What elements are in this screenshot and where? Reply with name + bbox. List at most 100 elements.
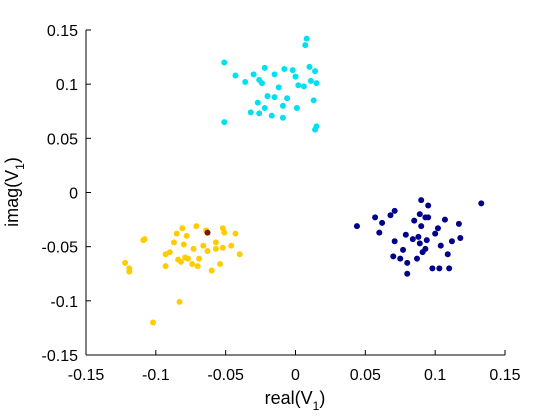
data-point <box>247 109 254 116</box>
data-point <box>219 244 226 251</box>
data-point <box>423 237 430 244</box>
y-tick-label: 0.1 <box>56 77 78 94</box>
data-point <box>295 82 302 89</box>
data-point <box>302 42 309 49</box>
data-point <box>303 35 310 42</box>
data-point <box>441 216 448 223</box>
data-point <box>196 255 203 262</box>
data-point <box>204 229 211 236</box>
series-3 <box>122 223 243 326</box>
data-point <box>162 263 169 270</box>
data-point <box>289 67 296 74</box>
data-point <box>140 237 147 244</box>
data-point <box>194 263 201 270</box>
data-point <box>437 242 444 249</box>
y-tick-label: 0.05 <box>47 131 78 148</box>
data-point <box>183 232 190 239</box>
data-point <box>425 202 432 209</box>
data-point <box>190 245 197 252</box>
data-point <box>429 265 436 272</box>
data-point <box>353 223 360 230</box>
data-point <box>258 80 265 87</box>
x-tick-label: -0.05 <box>207 367 244 384</box>
y-tick-label: -0.05 <box>42 240 79 257</box>
data-point <box>221 119 228 126</box>
data-point <box>411 217 418 224</box>
data-point <box>312 68 319 75</box>
data-point <box>232 72 239 79</box>
y-tick-label: -0.15 <box>42 348 79 365</box>
data-point <box>457 235 464 241</box>
data-point <box>264 93 271 100</box>
data-point <box>446 265 453 272</box>
data-point <box>436 265 443 272</box>
data-point <box>162 251 169 258</box>
data-point <box>271 94 278 101</box>
x-tick-label: 0.15 <box>489 367 520 384</box>
data-point <box>254 99 261 106</box>
axis-ticks: -0.15 -0.1 -0.05 0 0.05 0.1 0.15 -0.15 -0.1 -0.05… <box>42 23 521 384</box>
data-point <box>478 200 485 207</box>
data-point <box>189 261 196 267</box>
data-point <box>212 239 219 246</box>
data-point <box>312 126 319 133</box>
data-point <box>425 214 432 221</box>
y-tick-label: -0.1 <box>50 294 78 311</box>
data-point <box>279 114 286 121</box>
data-point <box>418 197 425 204</box>
x-tick-label: 0.05 <box>350 367 381 384</box>
data-point <box>221 59 228 66</box>
data-point <box>232 230 239 237</box>
data-point <box>415 233 422 240</box>
data-point <box>250 71 257 78</box>
data-point <box>261 64 268 71</box>
x-tick-label: -0.15 <box>68 367 105 384</box>
data-point <box>416 211 423 218</box>
data-point <box>170 239 177 246</box>
x-tick-label: -0.1 <box>142 367 170 384</box>
x-axis-title: real(V1) <box>265 388 326 413</box>
data-point <box>122 259 129 266</box>
data-point <box>414 255 421 262</box>
data-point <box>419 249 426 256</box>
data-point <box>404 259 411 266</box>
data-point <box>204 248 211 254</box>
data-point <box>310 97 317 104</box>
data-point <box>409 236 416 243</box>
data-point <box>212 245 219 252</box>
data-point <box>193 223 200 230</box>
data-point <box>293 105 300 111</box>
data-point <box>271 71 278 78</box>
data-point <box>236 251 243 258</box>
data-point <box>200 242 207 249</box>
y-tick-label: 0 <box>69 186 78 203</box>
data-point <box>306 63 313 70</box>
data-point <box>307 77 314 84</box>
data-point <box>390 253 397 260</box>
data-point <box>402 231 409 238</box>
data-point <box>279 102 286 109</box>
data-point <box>150 319 157 326</box>
data-point <box>179 225 186 232</box>
series-1 <box>221 35 320 133</box>
data-point <box>400 246 407 253</box>
data-point <box>387 212 394 219</box>
data-point <box>228 242 235 249</box>
data-point <box>379 219 386 226</box>
data-point <box>397 255 404 262</box>
data-point <box>217 261 224 267</box>
data-point <box>221 229 228 236</box>
data-point <box>455 220 462 227</box>
data-point <box>268 112 275 119</box>
data-point <box>434 225 441 232</box>
data-point <box>261 105 268 111</box>
data-point <box>281 66 288 72</box>
data-point <box>300 83 307 90</box>
series-4 <box>204 229 211 236</box>
x-tick-label: 0 <box>291 367 300 384</box>
data-point <box>184 255 191 262</box>
data-point <box>313 80 320 87</box>
data-point <box>173 230 180 237</box>
data-point <box>126 268 133 275</box>
